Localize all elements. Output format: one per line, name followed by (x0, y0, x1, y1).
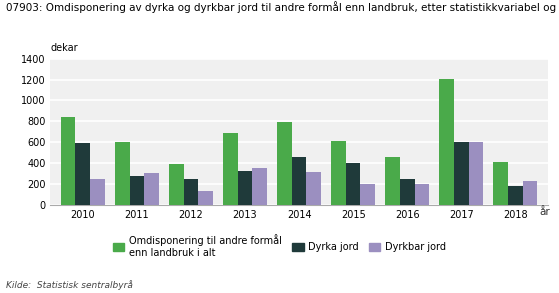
Text: Kilde:  Statistisk sentralbyrå: Kilde: Statistisk sentralbyrå (6, 280, 132, 290)
Bar (385, 158, 400, 205)
Bar (144, 173, 159, 205)
Legend: Omdisponering til andre formål
enn landbruk i alt, Dyrka jord, Dyrkbar jord: Omdisponering til andre formål enn landb… (109, 231, 450, 262)
Bar (454, 142, 468, 205)
Bar (90, 179, 105, 205)
Text: dekar: dekar (50, 43, 78, 53)
Bar (361, 184, 375, 205)
Bar (61, 117, 75, 205)
Bar (415, 184, 429, 205)
Bar (306, 172, 321, 205)
Bar (331, 141, 346, 205)
Bar (400, 179, 415, 205)
Bar (238, 171, 252, 205)
Text: år: år (540, 207, 551, 217)
Bar (252, 168, 267, 205)
Bar (277, 122, 292, 205)
Bar (292, 158, 306, 205)
Bar (75, 143, 90, 205)
Bar (508, 186, 523, 205)
Bar (494, 162, 508, 205)
Bar (223, 133, 238, 205)
Bar (198, 191, 213, 205)
Bar (439, 79, 454, 205)
Bar (183, 179, 198, 205)
Bar (468, 142, 483, 205)
Bar (130, 176, 144, 205)
Bar (346, 163, 361, 205)
Bar (523, 180, 537, 205)
Text: 07903: Omdisponering av dyrka og dyrkbar jord til andre formål enn landbruk, ett: 07903: Omdisponering av dyrka og dyrkbar… (6, 1, 559, 13)
Bar (115, 142, 130, 205)
Bar (169, 164, 183, 205)
